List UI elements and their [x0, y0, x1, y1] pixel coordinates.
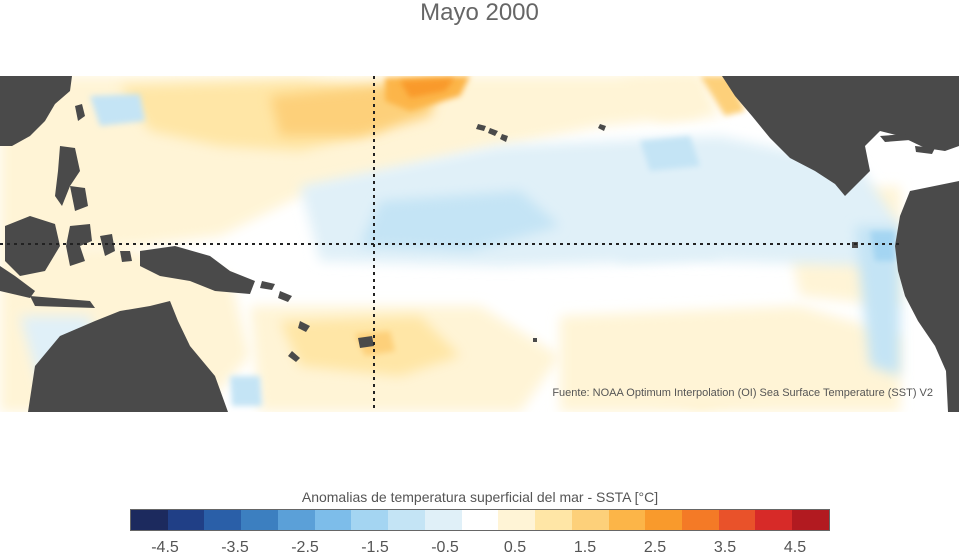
colorbar-tick-label: 4.5 — [783, 539, 807, 556]
colorbar-tick-label: -4.5 — [151, 539, 179, 556]
colorbar-tick-label: -1.5 — [361, 539, 389, 556]
colorbar-swatch — [204, 510, 242, 530]
colorbar-tick-label: -2.5 — [291, 539, 319, 556]
colorbar-swatch — [351, 510, 389, 530]
colorbar — [130, 509, 830, 531]
colorbar-swatch — [498, 510, 536, 530]
colorbar-swatch — [792, 510, 829, 530]
colorbar-swatch — [461, 510, 499, 530]
colorbar-swatch — [424, 510, 462, 530]
colorbar-swatch — [535, 510, 572, 530]
colorbar-swatch — [314, 510, 352, 530]
colorbar-swatch — [277, 510, 315, 530]
colorbar-swatch — [388, 510, 425, 530]
map-canvas — [0, 76, 959, 412]
colorbar-tick-label: 2.5 — [643, 539, 667, 556]
colorbar-tick-label: 3.5 — [713, 539, 737, 556]
colorbar-swatch — [755, 510, 793, 530]
colorbar-swatch — [645, 510, 683, 530]
colorbar-swatch — [608, 510, 646, 530]
map-title: Mayo 2000 — [420, 0, 539, 26]
land-masses — [0, 76, 959, 412]
colorbar-swatch — [571, 510, 609, 530]
colorbar-tick-label: 1.5 — [573, 539, 597, 556]
colorbar-swatch — [718, 510, 756, 530]
colorbar-swatch — [131, 510, 168, 530]
colorbar-swatch — [167, 510, 205, 530]
colorbar-tick-label: 0.5 — [503, 539, 527, 556]
colorbar-swatch — [682, 510, 719, 530]
data-source-note: Fuente: NOAA Optimum Interpolation (OI) … — [552, 387, 933, 399]
reference-lines — [0, 76, 900, 412]
colorbar-title: Anomalias de temperatura superficial del… — [301, 489, 659, 505]
colorbar-ticks: -4.5 -3.5 -2.5 -1.5 -0.5 0.5 1.5 2.5 3.5 4.5 — [130, 539, 830, 557]
colorbar-tick-label: -0.5 — [431, 539, 459, 556]
colorbar-tick-label: -3.5 — [221, 539, 249, 556]
colorbar-swatch — [241, 510, 278, 530]
sst-anomaly-map — [0, 76, 959, 412]
